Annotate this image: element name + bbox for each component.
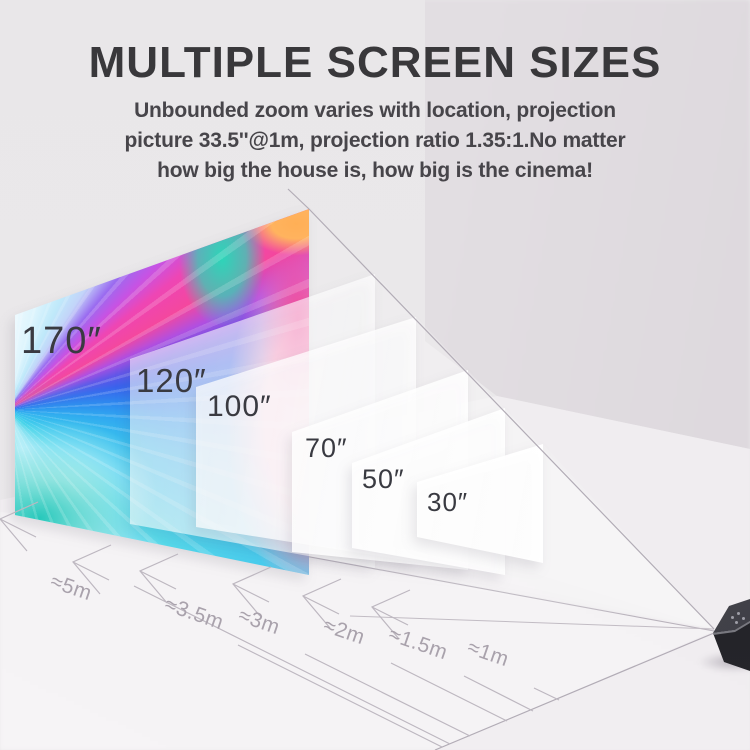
screen-size-label-30: 30″ [427,487,469,517]
projector-button-dot [742,617,745,620]
projector-button-dot [731,616,734,619]
subtitle-line-3: how big the house is, how big is the cin… [157,159,593,182]
screen-size-label-70: 70″ [305,433,348,463]
beam-lines [287,188,715,750]
screen-size-label-170: 170″ [21,320,102,362]
projector-button-dot [737,612,740,615]
screen-size-label-100: 100″ [207,390,272,423]
screen-size-label-50: 50″ [362,464,405,494]
projector-button-dot [735,621,738,624]
subtitle-line-1: Unbounded zoom varies with location, pro… [134,99,616,122]
page-title: MULTIPLE SCREEN SIZES [88,38,662,87]
distance-lines [0,501,560,748]
page-subtitle: Unbounded zoom varies with location, pro… [0,96,750,186]
screen-size-label-120: 120″ [136,362,207,399]
subtitle-line-2: picture 33.5''@1m, projection ratio 1.35… [124,129,626,152]
